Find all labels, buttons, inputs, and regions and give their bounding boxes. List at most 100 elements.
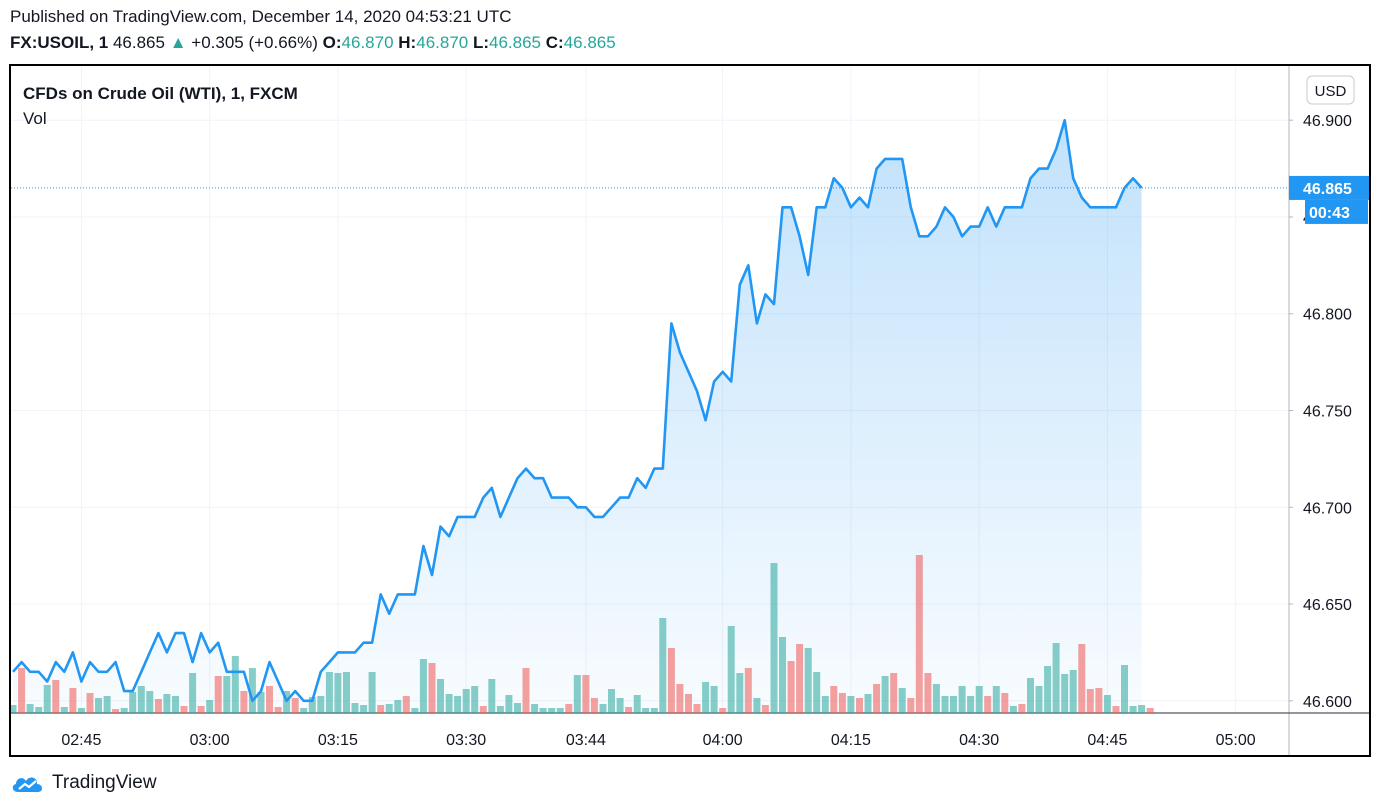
volume-bar: [642, 708, 650, 713]
volume-bar: [599, 704, 607, 713]
volume-bar: [890, 673, 898, 713]
volume-bar: [753, 698, 761, 713]
volume-bar: [514, 703, 521, 713]
volume-bar: [573, 675, 581, 713]
volume-bar: [1018, 704, 1026, 713]
open-value: 46.870: [341, 33, 394, 52]
volume-bar: [1044, 666, 1052, 713]
high-value: 46.870: [416, 33, 469, 52]
volume-bar: [163, 694, 171, 713]
volume-bar: [26, 704, 34, 713]
volume-bar: [915, 555, 923, 713]
volume-bar: [454, 696, 462, 713]
volume-bar: [411, 708, 419, 713]
volume-bar: [189, 673, 197, 713]
currency-button[interactable]: USD: [1306, 75, 1355, 105]
price-tick-label: 46.750: [1303, 404, 1352, 421]
price-tick-label: 46.650: [1303, 597, 1352, 614]
volume-bar: [172, 696, 179, 713]
volume-bar: [95, 698, 102, 713]
volume-bar: [950, 696, 957, 713]
volume-bar: [685, 694, 692, 713]
volume-bar: [1138, 705, 1146, 713]
open-label: O:: [322, 33, 342, 52]
volume-bar: [659, 618, 667, 713]
time-tick-label: 03:30: [446, 732, 486, 749]
volume-bar: [608, 689, 615, 713]
volume-bar: [471, 686, 479, 713]
volume-bar: [334, 673, 342, 713]
last-price: 46.865: [112, 33, 165, 52]
last-price-badge-text: 46.865: [1303, 181, 1352, 198]
volume-bar: [385, 704, 393, 713]
volume-bar: [394, 700, 402, 713]
volume-bar: [60, 707, 68, 713]
volume-bar: [932, 684, 940, 713]
symbol: FX:USOIL, 1: [10, 33, 109, 52]
price-line: [12, 118, 1143, 703]
chart-frame[interactable]: 46.90046.85046.80046.75046.70046.65046.6…: [9, 64, 1371, 757]
volume-bar: [787, 661, 795, 713]
volume-bar: [86, 693, 94, 713]
volume-bar: [248, 668, 256, 713]
volume-bar: [975, 686, 983, 713]
volume-bar: [1061, 674, 1069, 713]
price-chart[interactable]: 46.90046.85046.80046.75046.70046.65046.6…: [9, 66, 1369, 755]
volume-bar: [1103, 695, 1111, 713]
volume-bar: [821, 696, 829, 713]
volume-bar: [967, 696, 975, 713]
volume-bar: [35, 707, 43, 713]
volume-bar: [898, 688, 906, 713]
close-label: C:: [545, 33, 564, 52]
volume-bar: [830, 686, 838, 713]
volume-bar: [308, 697, 316, 713]
volume-bar: [565, 704, 573, 713]
volume-bar: [197, 706, 205, 713]
volume-bar: [1035, 686, 1043, 713]
volume-bar: [1086, 689, 1094, 713]
close-value: 46.865: [563, 33, 616, 52]
volume-bar: [958, 686, 966, 713]
price-change: +0.305 (+0.66%): [191, 33, 318, 52]
volume-bar: [1129, 706, 1137, 713]
volume-bar: [719, 708, 727, 713]
volume-bar: [103, 696, 111, 713]
volume-bar: [984, 696, 992, 713]
volume-bar: [120, 708, 128, 713]
volume-bar: [206, 700, 214, 713]
countdown-badge-bg: [1305, 199, 1368, 224]
footer-brand: TradingView: [52, 772, 157, 793]
volume-bar: [428, 663, 436, 713]
volume-bar: [1027, 678, 1034, 713]
volume-bar: [77, 708, 85, 713]
volume-bar: [317, 696, 325, 713]
volume-bar: [676, 684, 684, 713]
volume-bar: [864, 694, 872, 713]
volume-bar: [522, 668, 530, 713]
volume-bar: [137, 686, 145, 713]
time-tick-label: 05:00: [1216, 732, 1256, 749]
volume-bar: [710, 686, 718, 713]
volume-bar: [1052, 643, 1060, 713]
volume-bar: [590, 698, 598, 713]
volume-bar: [1146, 708, 1154, 713]
time-tick-label: 03:15: [318, 732, 358, 749]
volume-bar: [779, 637, 786, 713]
volume-bar: [727, 626, 735, 713]
volume-bar: [1001, 693, 1009, 713]
last-price-badge-bg: [1289, 175, 1369, 200]
time-tick-label: 03:00: [190, 732, 230, 749]
volume-bar: [693, 704, 701, 713]
volume-bar: [856, 698, 863, 713]
tradingview-logo-icon: [12, 777, 43, 792]
time-tick-label: 04:30: [959, 732, 999, 749]
last-price-badge: 46.865: [1289, 175, 1369, 200]
countdown-badge-text: 00:43: [1309, 205, 1350, 222]
volume-bar: [496, 706, 504, 713]
low-value: 46.865: [489, 33, 542, 52]
time-tick-label: 04:15: [831, 732, 871, 749]
volume-bar: [360, 705, 368, 713]
volume-bar: [924, 673, 932, 713]
volume-bar: [223, 676, 231, 713]
volume-bar: [52, 680, 60, 713]
